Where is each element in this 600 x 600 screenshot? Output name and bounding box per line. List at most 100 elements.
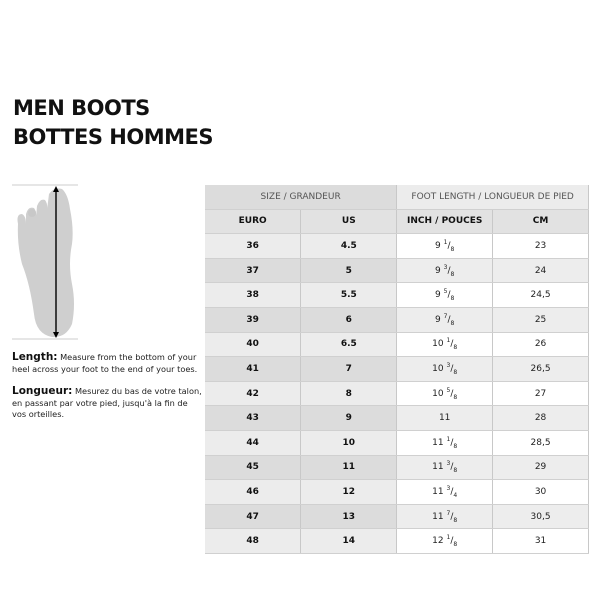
table-row: 45 11 11 3/8 29 bbox=[205, 455, 589, 481]
inch-denominator: 8 bbox=[450, 319, 455, 327]
us-cell: 13 bbox=[300, 504, 398, 530]
longueur-label: Longueur: bbox=[12, 385, 73, 397]
inch-denominator: 8 bbox=[450, 245, 455, 253]
euro-cell: 38 bbox=[205, 282, 302, 308]
size-table: SIZE / GRANDEUR FOOT LENGTH / LONGUEUR D… bbox=[205, 185, 589, 554]
length-description-en: Length: Measure from the bottom of your … bbox=[12, 351, 202, 375]
inch-whole: 11 bbox=[432, 487, 444, 498]
cm-cell: 30,5 bbox=[492, 504, 589, 530]
inch-numerator: 3 bbox=[443, 263, 448, 271]
length-label: Length: bbox=[12, 351, 58, 363]
inch-numerator: 5 bbox=[446, 386, 451, 394]
length-description-fr: Longueur: Mesurez du bas de votre talon,… bbox=[12, 385, 202, 421]
euro-cell: 47 bbox=[205, 504, 302, 530]
inch-cell: 9 5/8 bbox=[396, 282, 494, 308]
length-text: Measure from the bottom of your heel acr… bbox=[12, 352, 198, 374]
cm-cell: 30 bbox=[492, 479, 589, 505]
inch-whole: 11 bbox=[438, 413, 451, 424]
cm-cell: 28 bbox=[492, 405, 589, 431]
inch-numerator: 7 bbox=[446, 509, 451, 517]
euro-cell: 36 bbox=[205, 233, 302, 259]
inch-whole: 10 bbox=[432, 339, 444, 350]
group-header-size: SIZE / GRANDEUR bbox=[205, 185, 398, 210]
us-cell: 4.5 bbox=[300, 233, 398, 259]
inch-whole: 9 bbox=[435, 314, 441, 325]
cm-cell: 27 bbox=[492, 381, 589, 407]
inch-denominator: 8 bbox=[453, 344, 458, 352]
inch-numerator: 5 bbox=[443, 288, 448, 296]
inch-denominator: 8 bbox=[453, 467, 458, 475]
inch-whole: 9 bbox=[435, 265, 441, 276]
inch-numerator: 3 bbox=[446, 362, 451, 370]
group-header-foot-length: FOOT LENGTH / LONGUEUR DE PIED bbox=[396, 185, 589, 210]
euro-cell: 48 bbox=[205, 528, 302, 554]
inch-whole: 9 bbox=[435, 290, 441, 301]
table-row: 47 13 11 7/8 30,5 bbox=[205, 504, 589, 530]
inch-cell: 11 3/4 bbox=[396, 479, 494, 505]
inch-denominator: 8 bbox=[453, 442, 458, 450]
cm-cell: 29 bbox=[492, 455, 589, 481]
inch-denominator: 8 bbox=[453, 541, 458, 548]
us-cell: 7 bbox=[300, 356, 398, 382]
inch-whole: 11 bbox=[432, 462, 444, 473]
col-header-cm: CM bbox=[492, 209, 589, 235]
us-cell: 6.5 bbox=[300, 332, 398, 358]
inch-cell: 11 1/8 bbox=[396, 430, 494, 456]
table-row: 38 5.5 9 5/8 24,5 bbox=[205, 282, 589, 308]
euro-cell: 39 bbox=[205, 307, 302, 333]
inch-numerator: 1 bbox=[446, 534, 451, 542]
inch-cell: 10 3/8 bbox=[396, 356, 494, 382]
us-cell: 12 bbox=[300, 479, 398, 505]
title-english: MEN BOOTS bbox=[13, 96, 150, 120]
inch-numerator: 1 bbox=[446, 337, 451, 345]
longueur-text: Mesurez du bas de votre talon, en passan… bbox=[12, 386, 202, 419]
table-row: 43 9 11 28 bbox=[205, 405, 589, 431]
inch-denominator: 8 bbox=[450, 270, 455, 278]
inch-whole: 10 bbox=[432, 388, 444, 399]
inch-cell: 10 5/8 bbox=[396, 381, 494, 407]
table-row: 42 8 10 5/8 27 bbox=[205, 381, 589, 407]
table-row: 44 10 11 1/8 28,5 bbox=[205, 430, 589, 456]
inch-whole: 9 bbox=[435, 241, 441, 252]
inch-cell: 9 1/8 bbox=[396, 233, 494, 259]
inch-denominator: 8 bbox=[453, 516, 458, 524]
cm-cell: 23 bbox=[492, 233, 589, 259]
cm-cell: 28,5 bbox=[492, 430, 589, 456]
inch-denominator: 4 bbox=[453, 491, 458, 499]
us-cell: 8 bbox=[300, 381, 398, 407]
us-cell: 9 bbox=[300, 405, 398, 431]
inch-cell: 11 bbox=[396, 405, 494, 431]
inch-numerator: 7 bbox=[443, 312, 448, 320]
inch-denominator: 8 bbox=[450, 295, 455, 303]
us-cell: 11 bbox=[300, 455, 398, 481]
inch-whole: 11 bbox=[432, 511, 444, 522]
inch-whole: 12 bbox=[432, 536, 444, 547]
inch-cell: 9 3/8 bbox=[396, 258, 494, 284]
cm-cell: 26,5 bbox=[492, 356, 589, 382]
table-row: 37 5 9 3/8 24 bbox=[205, 258, 589, 284]
table-row: 36 4.5 9 1/8 23 bbox=[205, 233, 589, 259]
inch-denominator: 8 bbox=[453, 368, 458, 376]
inch-cell: 12 1/8 bbox=[396, 528, 494, 554]
col-header-us: US bbox=[300, 209, 398, 235]
us-cell: 5.5 bbox=[300, 282, 398, 308]
cm-cell: 24 bbox=[492, 258, 589, 284]
euro-cell: 37 bbox=[205, 258, 302, 284]
col-header-euro: EURO bbox=[205, 209, 302, 235]
table-row: 40 6.5 10 1/8 26 bbox=[205, 332, 589, 358]
inch-numerator: 3 bbox=[446, 485, 451, 493]
inch-whole: 11 bbox=[432, 437, 444, 448]
us-cell: 6 bbox=[300, 307, 398, 333]
cm-cell: 31 bbox=[492, 528, 589, 554]
inch-cell: 10 1/8 bbox=[396, 332, 494, 358]
inch-denominator: 8 bbox=[453, 393, 458, 401]
inch-cell: 9 7/8 bbox=[396, 307, 494, 333]
inch-numerator: 1 bbox=[443, 239, 448, 247]
cm-cell: 25 bbox=[492, 307, 589, 333]
us-cell: 5 bbox=[300, 258, 398, 284]
euro-cell: 43 bbox=[205, 405, 302, 431]
inch-whole: 10 bbox=[432, 364, 444, 375]
table-row: 39 6 9 7/8 25 bbox=[205, 307, 589, 333]
euro-cell: 40 bbox=[205, 332, 302, 358]
